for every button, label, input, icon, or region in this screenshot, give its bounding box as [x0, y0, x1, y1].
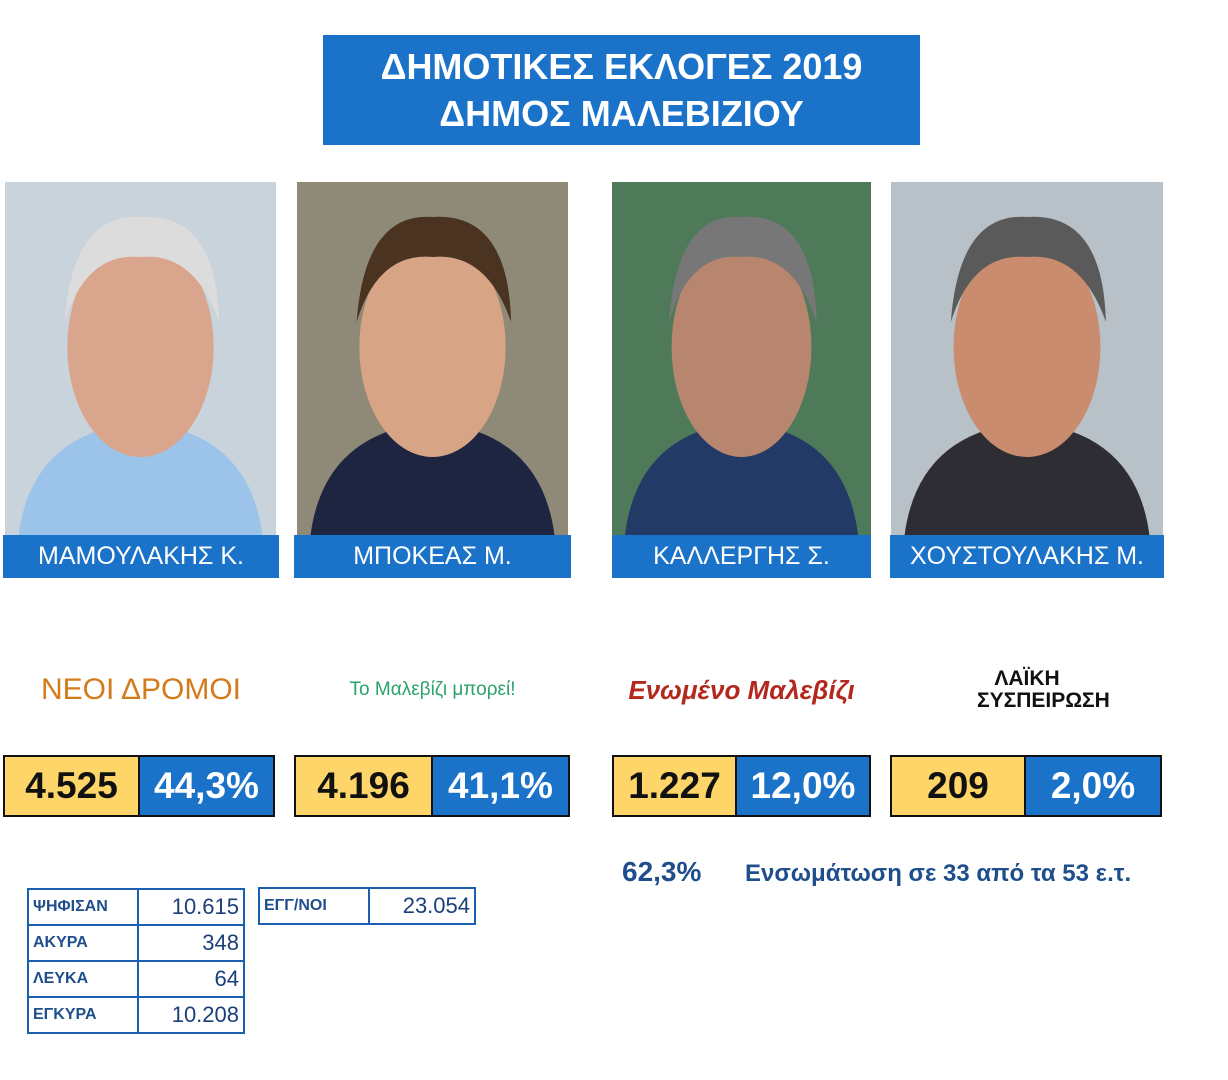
- counting-text: Ενσωμάτωση σε 33 από τα 53 ε.τ.: [745, 860, 1132, 887]
- counting-percent: 62,3%: [622, 856, 702, 887]
- title-line: ΔΗΜΟΤΙΚΕΣ ΕΚΛΟΓΕΣ 2019: [380, 46, 863, 87]
- photo-placeholder: [18, 216, 263, 535]
- value: 64: [137, 960, 245, 998]
- label: ΨΗΦΙΣΑΝ: [27, 888, 139, 926]
- row: ΛΕΥΚΑ 64: [27, 960, 245, 998]
- row: ΕΓΓ/ΝΟΙ 23.054: [258, 887, 476, 925]
- party-logo: ΛΑΪΚΗ ΣΥΣΠΕΙΡΩΣΗ: [890, 635, 1164, 745]
- candidate-name: ΜΠΟΚΕΑΣ Μ.: [294, 535, 571, 578]
- value: 348: [137, 924, 245, 962]
- candidate-name: ΜΑΜΟΥΛΑΚΗΣ Κ.: [3, 535, 279, 578]
- party-name: ΛΑΪΚΗ ΣΥΣΠΕΙΡΩΣΗ: [977, 667, 1110, 712]
- value: 23.054: [368, 887, 476, 925]
- party-logo: Ενωμένο Μαλεβίζι: [612, 635, 871, 745]
- candidate-photo: [297, 182, 568, 535]
- title-line: ΔΗΜΟΣ ΜΑΛΕΒΙΖΙΟΥ: [439, 93, 804, 134]
- candidate-name: ΧΟΥΣΤΟΥΛΑΚΗΣ Μ.: [890, 535, 1164, 578]
- label: ΕΓΓ/ΝΟΙ: [258, 887, 370, 925]
- value: 10.208: [137, 996, 245, 1034]
- party-name: Το Μαλεβίζι μπορεί!: [349, 679, 516, 700]
- name-text: ΚΑΛΛΕΡΓΗΣ Σ.: [653, 542, 830, 570]
- party-name: Ενωμένο Μαλεβίζι: [628, 674, 855, 705]
- row: ΨΗΦΙΣΑΝ 10.615: [27, 888, 245, 926]
- votes: 4.525: [3, 755, 140, 817]
- votes: 209: [890, 755, 1026, 817]
- candidate-photo: [5, 182, 276, 535]
- value: 10.615: [137, 888, 245, 926]
- votes: 4.196: [294, 755, 433, 817]
- party-name: ΝΕΟΙ ΔΡΟΜΟΙ: [40, 673, 242, 706]
- photo-placeholder: [624, 216, 859, 535]
- row: ΑΚΥΡΑ 348: [27, 924, 245, 962]
- registered-table: ΕΓΓ/ΝΟΙ 23.054: [258, 887, 476, 925]
- row: ΕΓΚΥΡΑ 10.208: [27, 996, 245, 1034]
- percent: 44,3%: [138, 755, 275, 817]
- name-text: ΧΟΥΣΤΟΥΛΑΚΗΣ Μ.: [910, 542, 1144, 570]
- name-text: ΜΠΟΚΕΑΣ Μ.: [353, 542, 512, 570]
- label: ΕΓΚΥΡΑ: [27, 996, 139, 1034]
- candidate-photo: [891, 182, 1163, 535]
- candidate-photo: [612, 182, 871, 535]
- title-box: ΔΗΜΟΤΙΚΕΣ ΕΚΛΟΓΕΣ 2019 ΔΗΜΟΣ ΜΑΛΕΒΙΖΙΟΥ: [323, 35, 920, 145]
- name-text: ΜΑΜΟΥΛΑΚΗΣ Κ.: [38, 542, 244, 570]
- percent: 12,0%: [735, 755, 871, 817]
- photo-placeholder: [904, 216, 1150, 535]
- percent: 2,0%: [1024, 755, 1162, 817]
- party-logo: ΝΕΟΙ ΔΡΟΜΟΙ: [3, 635, 279, 745]
- votes: 1.227: [612, 755, 737, 817]
- label: ΛΕΥΚΑ: [27, 960, 139, 998]
- label: ΑΚΥΡΑ: [27, 924, 139, 962]
- percent: 41,1%: [431, 755, 570, 817]
- photo-placeholder: [310, 216, 555, 535]
- totals-table: ΨΗΦΙΣΑΝ 10.615 ΑΚΥΡΑ 348 ΛΕΥΚΑ 64 ΕΓΚΥΡΑ 10.208: [27, 888, 245, 1034]
- candidate-name: ΚΑΛΛΕΡΓΗΣ Σ.: [612, 535, 871, 578]
- party-logo: Το Μαλεβίζι μπορεί!: [294, 635, 571, 745]
